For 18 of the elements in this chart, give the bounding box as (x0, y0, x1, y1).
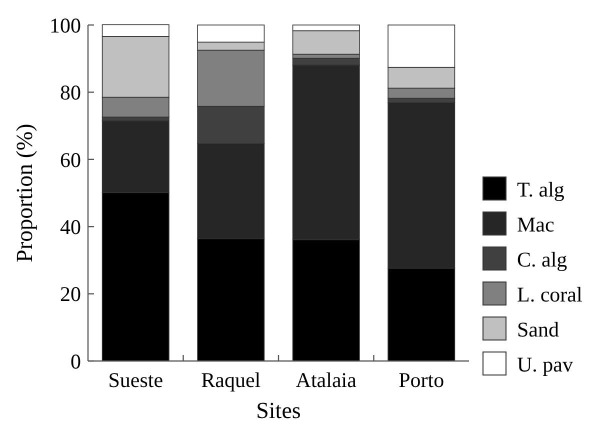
legend-label: C. alg (517, 247, 568, 272)
legend-label: Mac (517, 212, 554, 236)
y-axis-title: Proportion (%) (12, 124, 37, 262)
legend-label: L. coral (517, 282, 582, 306)
legend-label: U. pav (517, 352, 574, 376)
y-tick-label: 40 (60, 214, 81, 239)
x-tick-label: Raquel (201, 368, 261, 392)
y-tick-label: 20 (60, 282, 81, 306)
y-tick-label: 80 (60, 80, 81, 105)
x-tick-label: Atalaia (296, 368, 358, 392)
legend-label: T. alg (517, 177, 565, 202)
x-tick-label: Porto (398, 368, 444, 392)
x-axis-title: Sites (256, 398, 301, 423)
y-tick-label: 0 (70, 349, 81, 374)
x-tick-label: Sueste (108, 368, 164, 392)
y-tick-label: 60 (60, 148, 81, 172)
legend-label: Sand (517, 317, 560, 342)
y-tick-label: 100 (50, 13, 81, 38)
